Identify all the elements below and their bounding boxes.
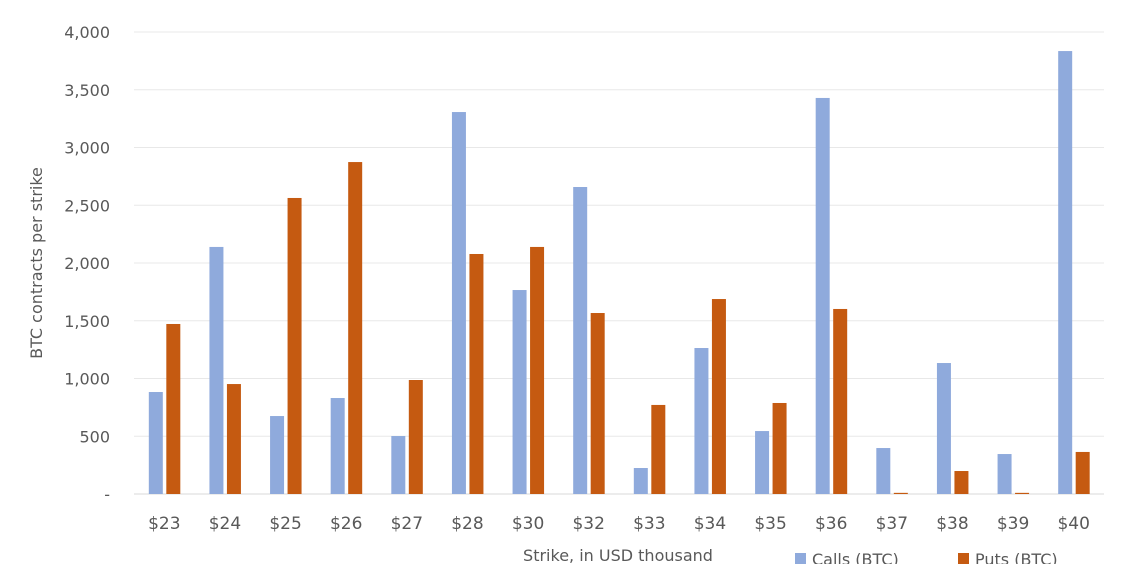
bar-puts: [348, 162, 363, 495]
x-tick-label: $34: [694, 514, 726, 534]
y-tick-label: 1,000: [64, 370, 110, 389]
bar-puts: [469, 253, 484, 494]
bar-calls: [451, 112, 466, 494]
x-tick-label: $36: [815, 514, 847, 534]
y-tick-label: -: [104, 485, 110, 504]
bar-calls: [1058, 51, 1073, 495]
legend-label-puts: Puts (BTC): [975, 550, 1058, 564]
x-tick-label: $30: [512, 514, 544, 534]
x-tick-label: $37: [876, 514, 908, 534]
x-tick-label: $39: [997, 514, 1029, 534]
y-tick-label: 500: [79, 427, 110, 446]
bar-calls: [209, 246, 224, 494]
legend-swatch-puts: [958, 553, 969, 564]
x-tick-label: $32: [572, 514, 604, 534]
bar-puts: [954, 471, 969, 494]
y-tick-label: 3,000: [64, 139, 110, 158]
bar-puts: [226, 384, 241, 494]
x-tick-label: $24: [209, 514, 241, 534]
x-tick-label: $35: [754, 514, 786, 534]
x-tick-label: $23: [148, 514, 180, 534]
y-axis-label: BTC contracts per strike: [27, 167, 46, 359]
bar-puts: [711, 299, 726, 494]
bar-calls: [997, 454, 1012, 494]
bar-calls: [573, 187, 588, 494]
bar-calls: [815, 97, 830, 494]
bar-puts: [651, 404, 666, 494]
y-tick-label: 4,000: [64, 23, 110, 42]
y-tick-label: 2,500: [64, 196, 110, 215]
bar-calls: [876, 448, 891, 494]
bar-calls: [512, 290, 527, 494]
bar-calls: [270, 416, 285, 494]
bar-puts: [1015, 492, 1030, 494]
bar-calls: [755, 431, 770, 494]
bar-calls: [330, 398, 345, 494]
bar-calls: [148, 392, 163, 494]
x-tick-label: $33: [633, 514, 665, 534]
bar-puts: [287, 197, 302, 494]
x-tick-label: $27: [391, 514, 423, 534]
legend: Calls (BTC) Puts (BTC): [795, 550, 1058, 564]
bar-puts: [408, 380, 423, 494]
bar-calls: [694, 348, 709, 494]
bar-puts: [893, 492, 908, 494]
x-tick-label: $40: [1057, 514, 1089, 534]
x-axis-label: Strike, in USD thousand: [523, 546, 713, 564]
x-tick-label: $26: [330, 514, 362, 534]
bar-calls: [391, 436, 406, 494]
y-tick-label: 2,000: [64, 254, 110, 273]
legend-swatch-calls: [795, 553, 806, 564]
y-tick-label: 1,500: [64, 312, 110, 331]
bar-puts: [1075, 451, 1090, 494]
bar-calls: [936, 363, 951, 494]
y-tick-label: 3,500: [64, 81, 110, 100]
x-tick-label: $25: [269, 514, 301, 534]
bar-calls: [633, 468, 648, 494]
x-tick-label: $38: [936, 514, 968, 534]
x-tick-label: $28: [451, 514, 483, 534]
bar-puts: [530, 246, 545, 494]
bar-puts: [590, 313, 605, 494]
legend-label-calls: Calls (BTC): [812, 550, 899, 564]
bar-puts: [166, 323, 181, 494]
bar-puts: [833, 308, 848, 494]
bar-puts: [772, 402, 787, 494]
